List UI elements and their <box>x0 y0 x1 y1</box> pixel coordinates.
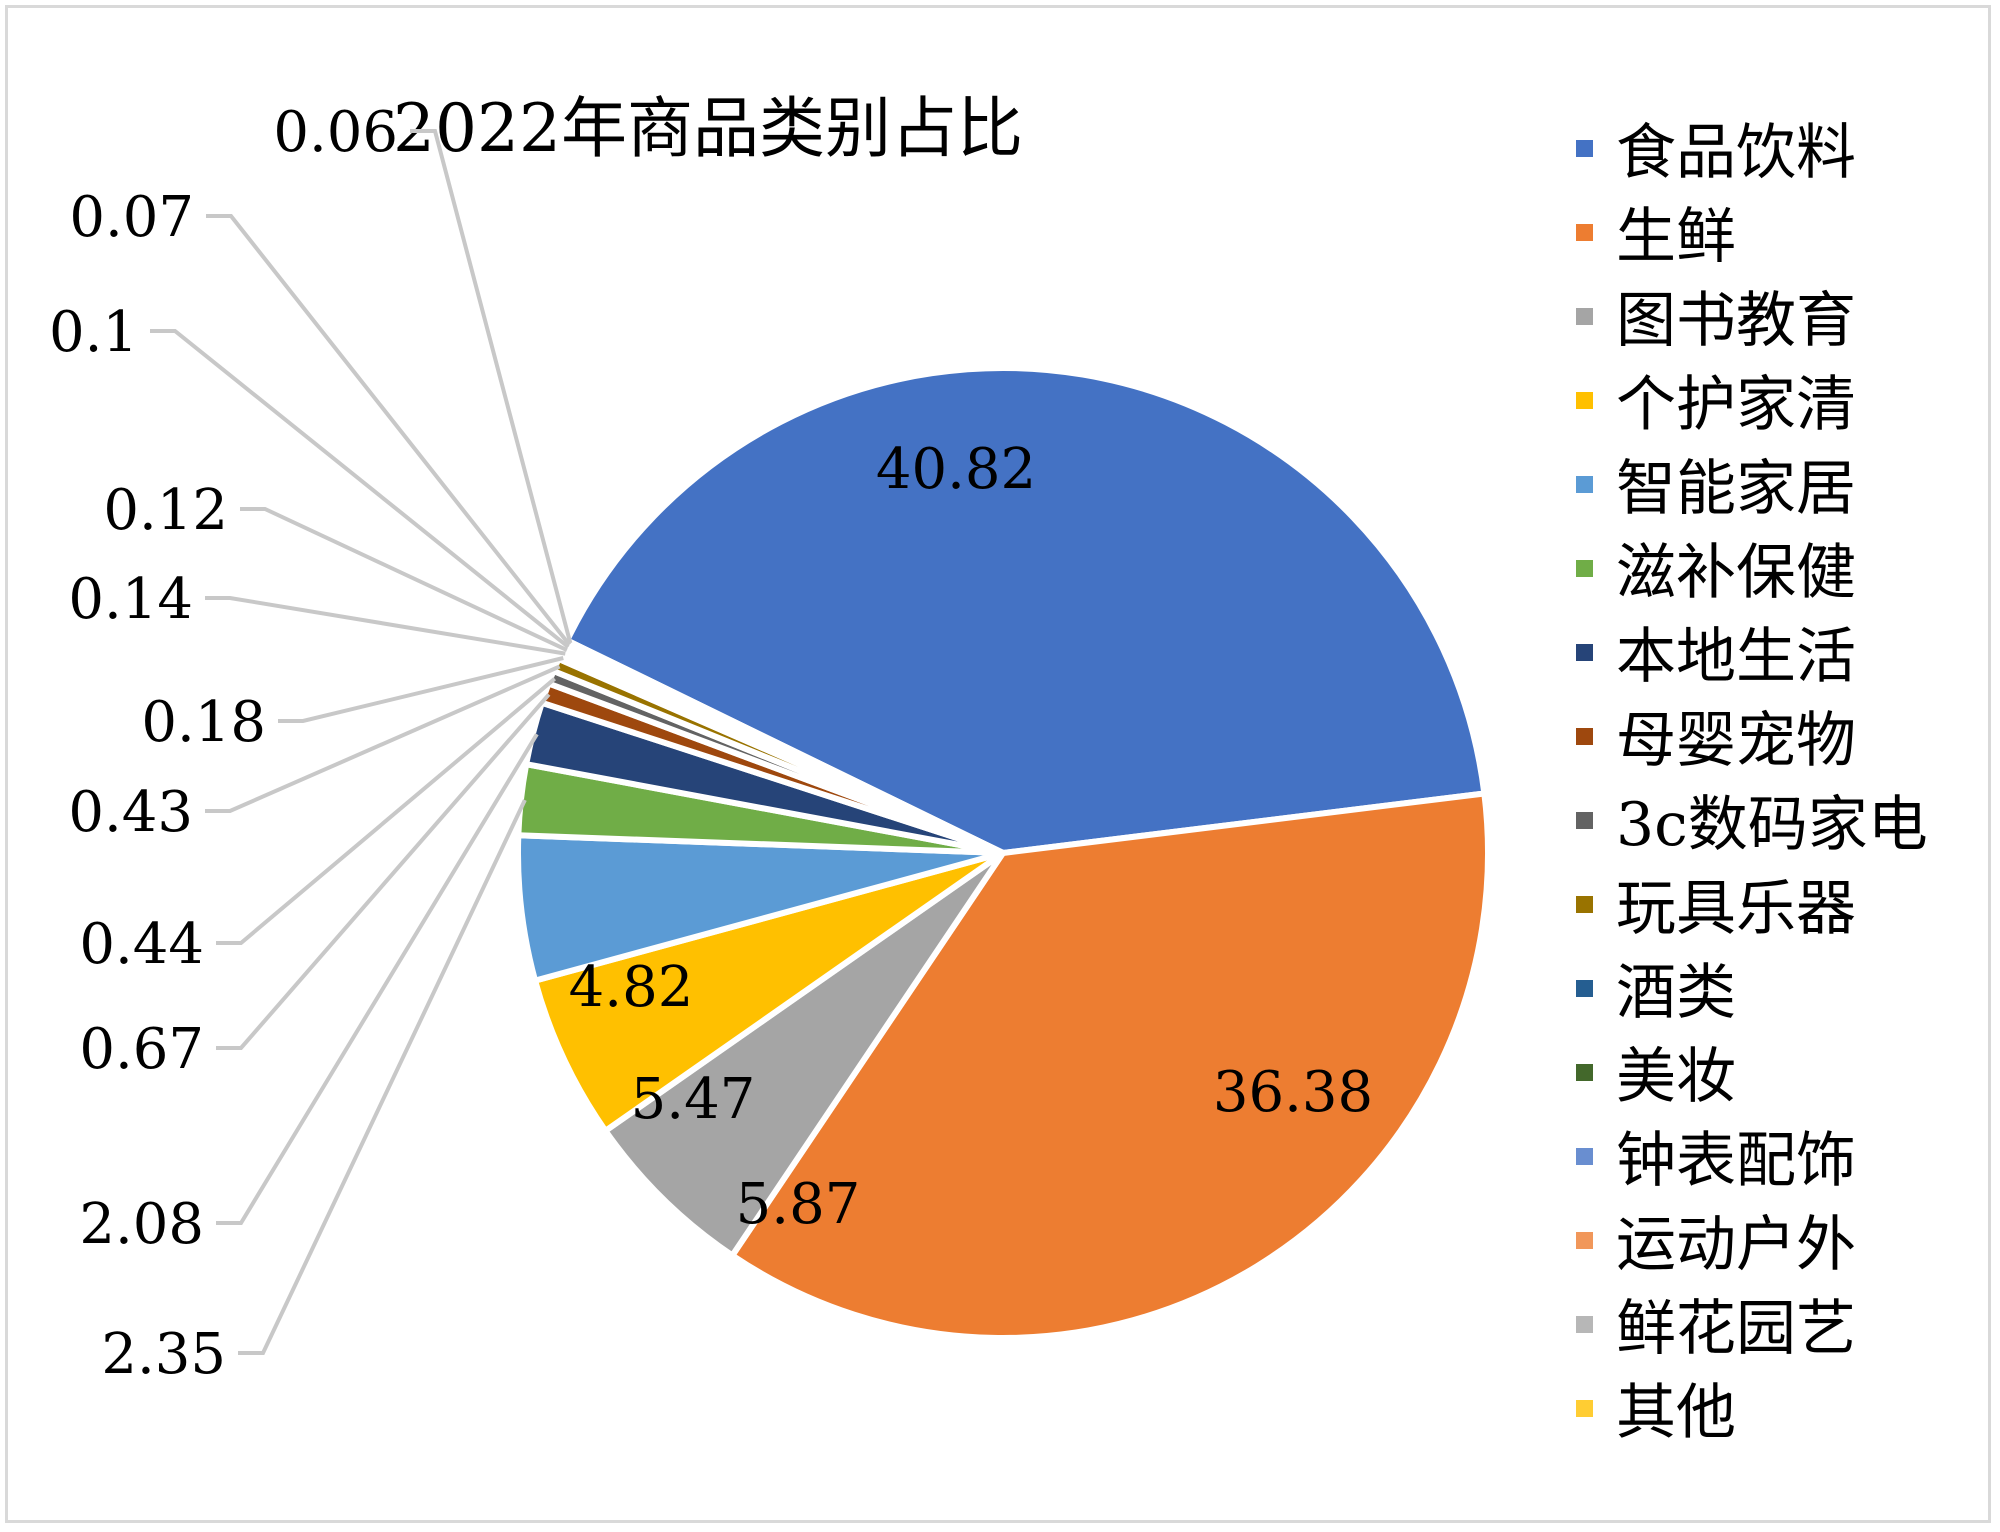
data-label: 0.67 <box>79 1017 204 1082</box>
data-label: 0.07 <box>69 185 194 250</box>
legend-label: 玩具乐器 <box>1616 874 1856 944</box>
legend-swatch <box>1576 308 1593 325</box>
data-label: 0.1 <box>49 300 138 365</box>
legend-label: 母婴宠物 <box>1616 706 1856 776</box>
data-label: 5.87 <box>736 1172 861 1237</box>
leader-line <box>216 693 551 1050</box>
legend-swatch <box>1576 1316 1593 1333</box>
legend-swatch <box>1576 224 1593 241</box>
legend-label: 酒类 <box>1616 958 1736 1028</box>
legend-swatch <box>1576 896 1593 913</box>
legend-swatch <box>1576 1148 1593 1165</box>
legend-label: 其他 <box>1616 1378 1736 1448</box>
data-labels: 40.82 36.38 5.87 5.47 4.82 2.35 2.08 0.67 0.44 0.… <box>49 100 1373 1387</box>
legend-swatch <box>1576 644 1593 661</box>
legend-label: 滋补保健 <box>1616 538 1856 608</box>
data-label: 4.82 <box>569 955 694 1020</box>
data-label: 0.14 <box>68 567 193 632</box>
data-label: 0.18 <box>141 690 266 755</box>
pie-slices <box>514 365 1491 1341</box>
data-label: 0.06 <box>273 100 398 165</box>
legend-label: 钟表配饰 <box>1616 1126 1856 1196</box>
legend-label: 生鲜 <box>1616 202 1736 272</box>
legend-label: 美妆 <box>1616 1042 1736 1112</box>
data-label: 5.47 <box>631 1067 756 1132</box>
pie-slice <box>729 790 1491 1341</box>
legend-label: 个护家清 <box>1616 370 1856 440</box>
legend-swatch <box>1576 1400 1593 1417</box>
leader-line <box>150 329 570 649</box>
legend-label: 食品饮料 <box>1616 118 1856 188</box>
legend-swatch <box>1576 140 1593 157</box>
data-label: 2.08 <box>79 1192 204 1257</box>
chart-frame: 2022年商品类别占比 40.82 36.38 5.87 5.47 4.82 2.35 2.… <box>5 5 1991 1523</box>
data-label: 0.44 <box>79 912 204 977</box>
legend-label: 本地生活 <box>1616 622 1856 692</box>
pie-slice <box>564 365 1488 856</box>
legend-swatch <box>1576 812 1593 829</box>
legend-label: 3c数码家电 <box>1616 790 1928 860</box>
leader-line <box>205 664 561 813</box>
pie-slice <box>532 850 1006 1134</box>
leader-line <box>278 656 564 723</box>
leader-line <box>206 214 571 646</box>
leader-line <box>238 799 527 1355</box>
data-label: 2.35 <box>101 1322 226 1387</box>
legend-swatch <box>1576 392 1593 409</box>
legend-label: 鲜花园艺 <box>1616 1294 1856 1364</box>
legend-swatch <box>1576 980 1593 997</box>
legend-label: 智能家居 <box>1616 454 1856 524</box>
legend-label: 图书教育 <box>1616 286 1856 356</box>
data-label: 0.12 <box>103 478 228 543</box>
pie-slice <box>602 850 1006 1259</box>
leader-line <box>216 677 556 945</box>
legend-swatch <box>1576 728 1593 745</box>
legend-label: 运动户外 <box>1616 1210 1856 1280</box>
leader-line <box>240 507 568 652</box>
pie-chart: 2022年商品类别占比 40.82 36.38 5.87 5.47 4.82 2.35 2.… <box>49 90 1928 1448</box>
legend-swatch <box>1576 1064 1593 1081</box>
leader-line <box>205 596 566 656</box>
legend-swatch <box>1576 1232 1593 1249</box>
legend-swatch <box>1576 560 1593 577</box>
chart-title: 2022年商品类别占比 <box>393 90 1023 167</box>
leader-line <box>410 129 573 644</box>
leader-lines <box>150 129 573 1355</box>
leader-line <box>216 733 539 1225</box>
data-label: 40.82 <box>876 437 1036 502</box>
legend-swatch <box>1576 476 1593 493</box>
data-label: 0.43 <box>68 780 193 845</box>
data-label: 36.38 <box>1213 1060 1373 1125</box>
